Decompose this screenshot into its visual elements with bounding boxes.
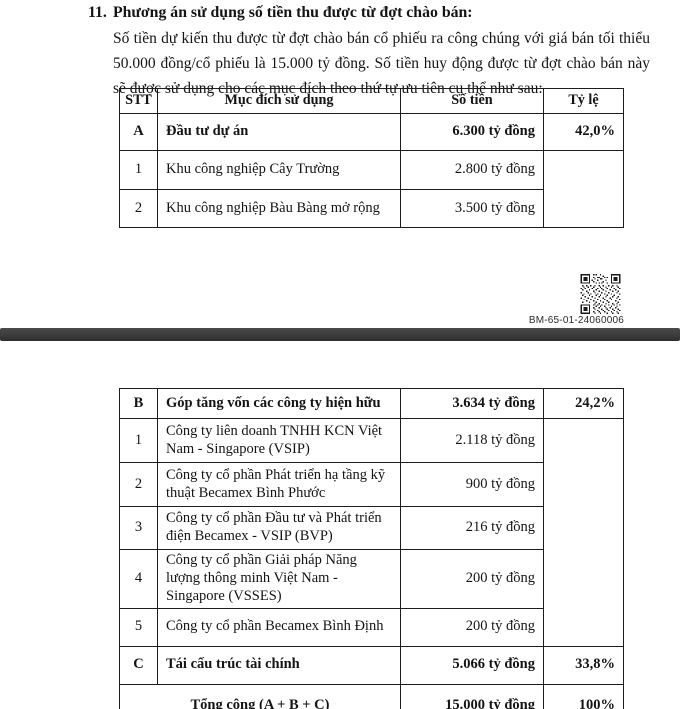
table-row-A: A Đầu tư dự án 6.300 tỷ đồng 42,0% bbox=[119, 113, 624, 151]
table-row-5: 5 Công ty cổ phần Becamex Bình Định 200 … bbox=[119, 607, 624, 647]
header-cell-stt: STT bbox=[119, 88, 158, 114]
amount-cell: 3.500 tỷ đồng bbox=[400, 189, 544, 228]
total-ratio-cell: 100% bbox=[543, 683, 624, 709]
qr-code-icon bbox=[578, 274, 623, 314]
stt-cell: 2 bbox=[119, 462, 158, 507]
total-label-cell: Tổng cộng (A + B + C) bbox=[119, 683, 401, 709]
ratio-cell: 24,2% bbox=[543, 388, 624, 419]
funds-table: STT Mục đích sử dụng Số tiền Tỷ lệ A Đầu… bbox=[119, 88, 624, 228]
table-row-1: 1 Công ty liên doanh TNHH KCN Việt Nam -… bbox=[119, 418, 624, 647]
ratio-cell-empty bbox=[543, 418, 624, 647]
funds-table-part1: STT Mục đích sử dụng Số tiền Tỷ lệ A Đầu… bbox=[119, 88, 624, 228]
purpose-cell: Khu công nghiệp Cây Trường bbox=[157, 150, 401, 190]
table-row-1: 1 Khu công nghiệp Cây Trường 2.800 tỷ đồ… bbox=[119, 150, 624, 228]
amount-cell: 2.118 tỷ đồng bbox=[400, 418, 544, 463]
amount-cell: 3.634 tỷ đồng bbox=[400, 388, 544, 419]
table-row-3: 3 Công ty cổ phần Đầu tư và Phát triển đ… bbox=[119, 506, 624, 550]
table-row-4: 4 Công ty cổ phần Giải pháp Năng lượng t… bbox=[119, 549, 624, 609]
ratio-cell-empty bbox=[543, 150, 624, 228]
stt-cell: B bbox=[119, 388, 158, 419]
section-heading: 11. Phương án sử dụng số tiền thu được t… bbox=[88, 3, 648, 23]
total-amount-cell: 15.000 tỷ đồng bbox=[400, 683, 544, 709]
page-break-divider bbox=[0, 328, 680, 341]
header-cell-ratio: Tỷ lệ bbox=[543, 88, 624, 114]
section-title: Phương án sử dụng số tiền thu được từ đợ… bbox=[113, 4, 473, 21]
purpose-cell: Góp tăng vốn các công ty hiện hữu bbox=[157, 388, 401, 419]
amount-cell: 200 tỷ đồng bbox=[400, 607, 544, 647]
amount-cell: 6.300 tỷ đồng bbox=[400, 113, 544, 151]
purpose-cell: Công ty liên doanh TNHH KCN Việt Nam - S… bbox=[157, 418, 401, 463]
stt-cell: 3 bbox=[119, 506, 158, 550]
funds-table: B Góp tăng vốn các công ty hiện hữu 3.63… bbox=[119, 388, 624, 709]
purpose-cell: Công ty cổ phần Đầu tư và Phát triển điệ… bbox=[157, 506, 401, 550]
purpose-cell: Công ty cổ phần Phát triển hạ tầng kỹ th… bbox=[157, 462, 401, 507]
form-code-label: BM-65-01-24060006 bbox=[528, 315, 624, 326]
amount-cell: 5.066 tỷ đồng bbox=[400, 645, 544, 685]
stt-cell: 4 bbox=[119, 549, 158, 609]
amount-cell: 900 tỷ đồng bbox=[400, 462, 544, 507]
stt-cell: 5 bbox=[119, 607, 158, 647]
ratio-cell: 42,0% bbox=[543, 113, 624, 151]
header-cell-amount: Số tiền bbox=[400, 88, 544, 114]
stt-cell: 2 bbox=[119, 189, 158, 228]
total-row: Tổng cộng (A + B + C) 15.000 tỷ đồng 100… bbox=[119, 683, 624, 709]
purpose-cell: Khu công nghiệp Bàu Bàng mở rộng bbox=[157, 189, 401, 228]
table-row-C: C Tái cấu trúc tài chính 5.066 tỷ đồng 3… bbox=[119, 645, 624, 685]
ratio-cell: 33,8% bbox=[543, 645, 624, 685]
purpose-cell: Công ty cổ phần Becamex Bình Định bbox=[157, 607, 401, 647]
header-cell-purpose: Mục đích sử dụng bbox=[157, 88, 401, 114]
purpose-cell: Tái cấu trúc tài chính bbox=[157, 645, 401, 685]
table-row-2: 2 Khu công nghiệp Bàu Bàng mở rộng 3.500… bbox=[119, 189, 624, 228]
section-number: 11. bbox=[88, 4, 107, 21]
stt-cell: 1 bbox=[119, 418, 158, 463]
purpose-cell: Công ty cổ phần Giải pháp Năng lượng thô… bbox=[157, 549, 401, 609]
stt-cell: 1 bbox=[119, 150, 158, 190]
stt-cell: A bbox=[119, 113, 158, 151]
amount-cell: 2.800 tỷ đồng bbox=[400, 150, 544, 190]
table-row-B: B Góp tăng vốn các công ty hiện hữu 3.63… bbox=[119, 388, 624, 419]
amount-cell: 216 tỷ đồng bbox=[400, 506, 544, 550]
purpose-cell: Đầu tư dự án bbox=[157, 113, 401, 151]
amount-cell: 200 tỷ đồng bbox=[400, 549, 544, 609]
table-header-row: STT Mục đích sử dụng Số tiền Tỷ lệ bbox=[119, 88, 624, 114]
funds-table-part2: B Góp tăng vốn các công ty hiện hữu 3.63… bbox=[119, 388, 624, 709]
stt-cell: C bbox=[119, 645, 158, 685]
